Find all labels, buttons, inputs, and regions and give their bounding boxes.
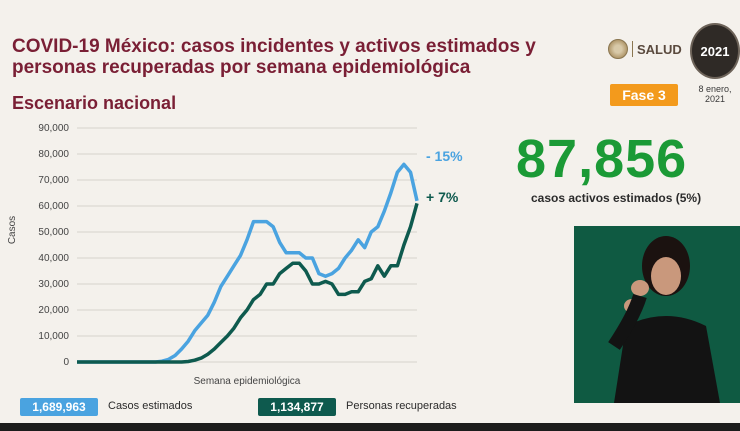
active-cases-number: 87,856: [516, 129, 688, 189]
y-tick-label: 70,000: [38, 175, 69, 186]
salud-emblem-icon: [608, 39, 628, 59]
chart-grid: [77, 127, 417, 363]
legend-estimated-value: 1,689,963: [20, 398, 98, 416]
seal-2021-logo: 2021: [690, 23, 740, 79]
y-tick-label: 50,000: [38, 227, 69, 238]
salud-logo-text: SALUD: [637, 41, 682, 57]
seal-year-text: 2021: [700, 43, 730, 59]
x-axis-label: Semana epidemiológica: [194, 376, 301, 387]
y-tick-label: 0: [63, 357, 69, 368]
y-tick-label: 40,000: [38, 253, 69, 264]
series-line-casos-estimados: [77, 162, 419, 364]
y-tick-label: 10,000: [38, 331, 69, 342]
y-axis-label: Casos: [7, 216, 18, 244]
estimated-change-label: - 15%: [426, 148, 463, 164]
page-subtitle: Escenario nacional: [12, 93, 177, 113]
interpreter-image: [608, 236, 720, 403]
y-tick-label: 80,000: [38, 149, 69, 160]
logo-divider: [632, 41, 633, 57]
legend-estimated-label: Casos estimados: [108, 400, 193, 412]
page-title: COVID-19 México: casos incidentes y acti…: [12, 36, 536, 78]
y-tick-label: 60,000: [38, 201, 69, 212]
chart-lines: [77, 162, 419, 364]
sign-language-interpreter: [574, 226, 740, 403]
active-cases-caption: casos activos estimados (5%): [531, 191, 702, 205]
y-tick-label: 30,000: [38, 279, 69, 290]
phase-badge: Fase 3: [610, 84, 678, 106]
recovered-change-label: + 7%: [426, 189, 459, 205]
bottom-ticker: [0, 423, 740, 431]
chart: 0 10,000 20,000 30,000 40,000 50,000 60,000 70,…: [7, 123, 463, 387]
salud-logo: SALUD: [608, 38, 682, 60]
report-date: 8 enero, 2021: [698, 84, 732, 104]
legend-recovered-value: 1,134,877: [258, 398, 336, 416]
chart-y-ticks: 0 10,000 20,000 30,000 40,000 50,000 60,000 70,…: [38, 123, 69, 368]
y-tick-label: 20,000: [38, 305, 69, 316]
y-tick-label: 90,000: [38, 123, 69, 134]
legend-recovered-label: Personas recuperadas: [346, 400, 457, 412]
series-line-personas-recuperadas: [77, 202, 419, 364]
